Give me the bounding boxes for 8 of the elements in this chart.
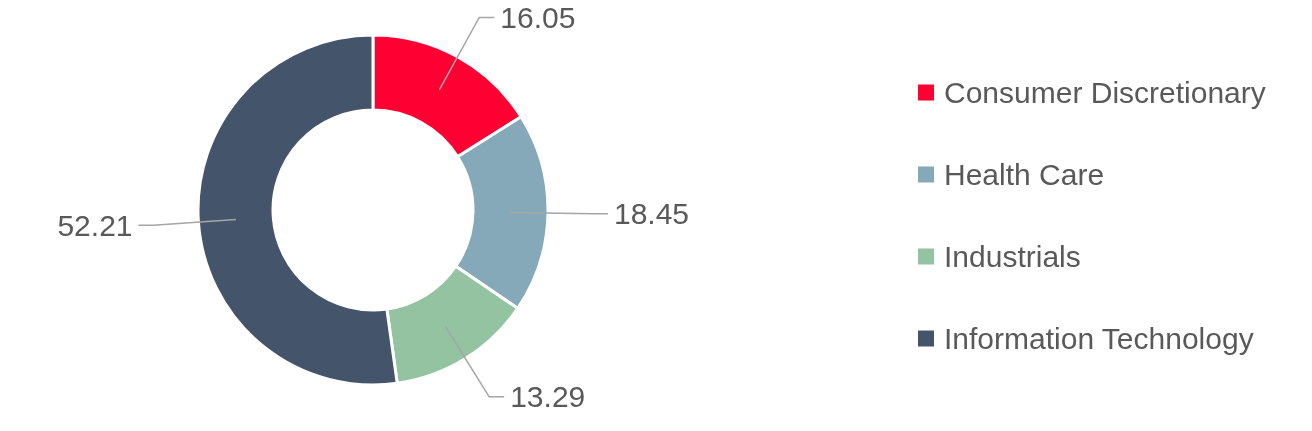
- data-label: 16.05: [500, 0, 576, 34]
- legend-label: Health Care: [944, 158, 1105, 191]
- legend-label: Information Technology: [944, 322, 1254, 355]
- legend-label: Industrials: [944, 240, 1081, 273]
- data-label: 52.21: [57, 208, 133, 242]
- data-label: 13.29: [510, 380, 586, 414]
- legend-label: Consumer Discretionary: [944, 76, 1266, 109]
- data-label: 18.45: [613, 197, 690, 231]
